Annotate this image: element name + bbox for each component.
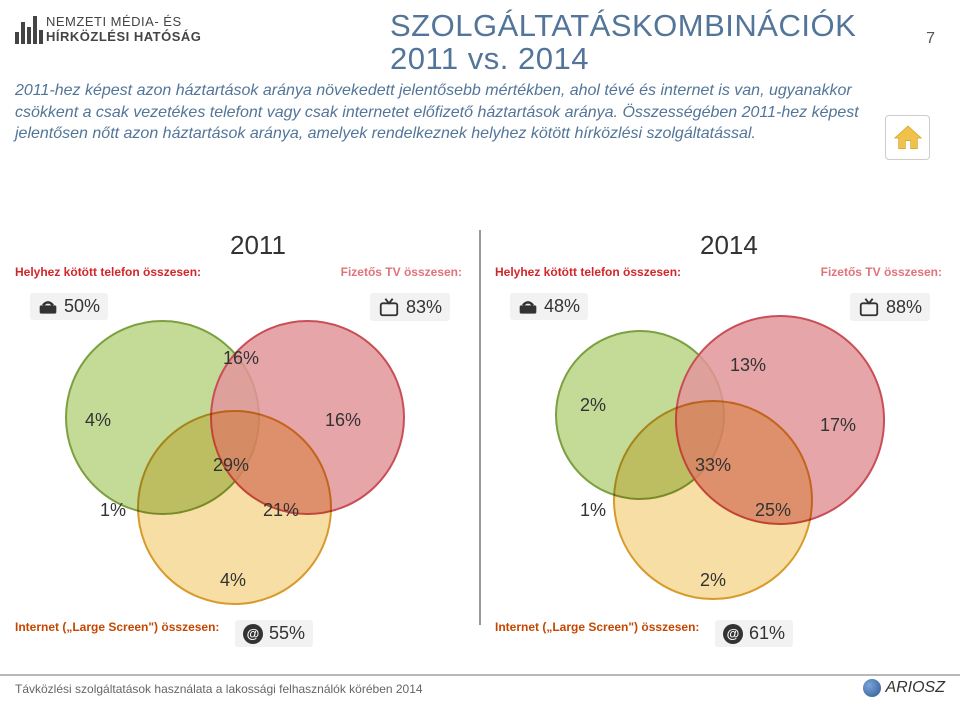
globe-icon: [863, 679, 881, 697]
v-only-internet: 4%: [220, 570, 246, 591]
venn-2014: 2% 13% 17% 33% 1% 25% 2%: [525, 320, 915, 580]
footer-text: Távközlési szolgáltatások használata a l…: [15, 682, 423, 696]
v-all-three: 33%: [695, 455, 731, 476]
home-icon: [885, 115, 930, 160]
v-only-tv: 13%: [730, 355, 766, 376]
v-all-three: 29%: [213, 455, 249, 476]
logo-bars-icon: [15, 16, 43, 44]
logo-text: NEMZETI MÉDIA- ÉS HÍRKÖZLÉSI HATÓSÁG: [46, 15, 201, 45]
page-title: SZOLGÁLTATÁSKOMBINÁCIÓK 2011 vs. 2014: [390, 10, 856, 75]
year-label-2011: 2011: [230, 230, 286, 261]
tv-total-2011: 83%: [370, 293, 450, 321]
v-only-tv: 16%: [223, 348, 259, 369]
ariosz-logo: ARIOSZ: [863, 679, 945, 697]
year-label-2014: 2014: [700, 230, 758, 261]
v-telefon-net: 1%: [580, 500, 606, 521]
telefon-label: Helyhez kötött telefon összesen:: [495, 265, 681, 279]
venn-chart-2014: Helyhez kötött telefon összesen: Fizetős…: [480, 265, 960, 625]
footer: Távközlési szolgáltatások használata a l…: [0, 674, 960, 704]
telefon-label: Helyhez kötött telefon összesen:: [15, 265, 201, 279]
page-number: 7: [926, 30, 935, 48]
tv-icon: [378, 296, 400, 318]
at-icon: @: [723, 624, 743, 644]
phone-icon: [38, 297, 58, 317]
v-telefon-net: 1%: [100, 500, 126, 521]
tv-icon: [858, 296, 880, 318]
v-only-internet: 2%: [700, 570, 726, 591]
tv-label: Fizetős TV összesen:: [341, 265, 462, 279]
description-text: 2011-hez képest azon háztartások aránya …: [15, 80, 865, 145]
internet-total-2011: @ 55%: [235, 620, 313, 647]
at-icon: @: [243, 624, 263, 644]
v-tv-net: 25%: [755, 500, 791, 521]
venn-chart-2011: Helyhez kötött telefon összesen: Fizetős…: [0, 265, 480, 625]
v-telefon-tv: 17%: [820, 415, 856, 436]
v-only-telefon: 4%: [85, 410, 111, 431]
v-tv-net: 21%: [263, 500, 299, 521]
telefon-total-2014: 48%: [510, 293, 588, 320]
phone-icon: [518, 297, 538, 317]
internet-label-2011: Internet („Large Screen") összesen:: [15, 620, 219, 634]
tv-total-2014: 88%: [850, 293, 930, 321]
logo-line1: NEMZETI MÉDIA- ÉS: [46, 15, 201, 30]
internet-label-2014: Internet („Large Screen") összesen:: [495, 620, 699, 634]
v-telefon-tv: 16%: [325, 410, 361, 431]
v-only-telefon: 2%: [580, 395, 606, 416]
tv-label: Fizetős TV összesen:: [821, 265, 942, 279]
venn-2011: 4% 16% 16% 29% 1% 21% 4%: [45, 320, 435, 580]
telefon-total-2011: 50%: [30, 293, 108, 320]
logo-line2: HÍRKÖZLÉSI HATÓSÁG: [46, 30, 201, 45]
title-line1: SZOLGÁLTATÁSKOMBINÁCIÓK: [390, 10, 856, 43]
header: NEMZETI MÉDIA- ÉS HÍRKÖZLÉSI HATÓSÁG SZO…: [0, 10, 960, 65]
internet-total-2014: @ 61%: [715, 620, 793, 647]
title-line2: 2011 vs. 2014: [390, 43, 856, 76]
nmhh-logo: NEMZETI MÉDIA- ÉS HÍRKÖZLÉSI HATÓSÁG: [15, 15, 201, 45]
